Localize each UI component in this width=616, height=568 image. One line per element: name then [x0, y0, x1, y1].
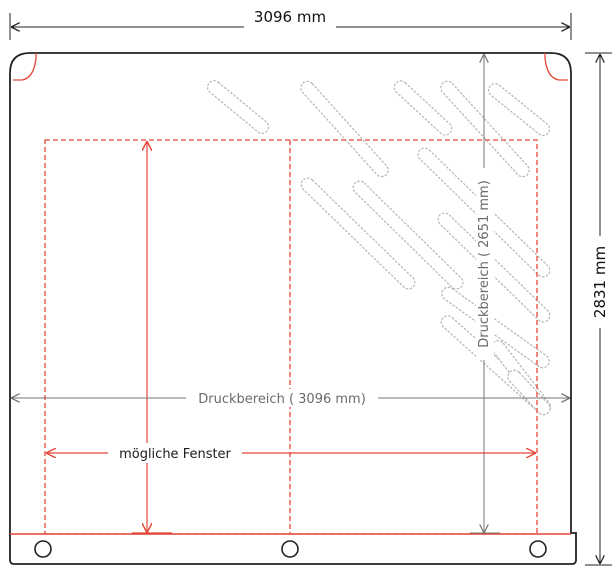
ventilation-slot — [206, 80, 270, 134]
eyelet-left — [34, 540, 52, 558]
window-height-arrow — [132, 141, 172, 534]
eyelet-right — [529, 540, 547, 558]
eyelets — [34, 540, 547, 558]
overall-height-dimension: 2831 mm — [585, 52, 612, 566]
ventilation-slot — [300, 80, 389, 178]
print-height-dimension: Druckbereich ( 2651 mm) — [470, 54, 500, 534]
print-height-label: Druckbereich ( 2651 mm) — [477, 180, 492, 348]
overall-width-dimension: 3096 mm — [9, 6, 572, 40]
ventilation-slot — [393, 80, 453, 136]
corner-patch-left — [13, 53, 37, 81]
print-width-label: Druckbereich ( 3096 mm) — [198, 392, 366, 407]
window-areas — [44, 139, 538, 535]
ventilation-slot — [300, 177, 416, 290]
ventilation-slot — [487, 83, 551, 137]
windows-width-dimension: mögliche Fenster — [46, 443, 536, 463]
overall-height-label: 2831 mm — [591, 246, 609, 318]
overall-width-label: 3096 mm — [254, 8, 326, 26]
windows-label: mögliche Fenster — [119, 447, 231, 462]
print-width-dimension: Druckbereich ( 3096 mm) — [11, 389, 570, 407]
window-area-outline — [44, 139, 538, 535]
wall-outline — [9, 52, 577, 565]
corner-patch-right — [544, 53, 568, 81]
ventilation-slots — [206, 80, 552, 416]
ventilation-slot — [352, 180, 464, 290]
eyelet-center — [281, 540, 299, 558]
ventilation-slot — [507, 369, 551, 416]
